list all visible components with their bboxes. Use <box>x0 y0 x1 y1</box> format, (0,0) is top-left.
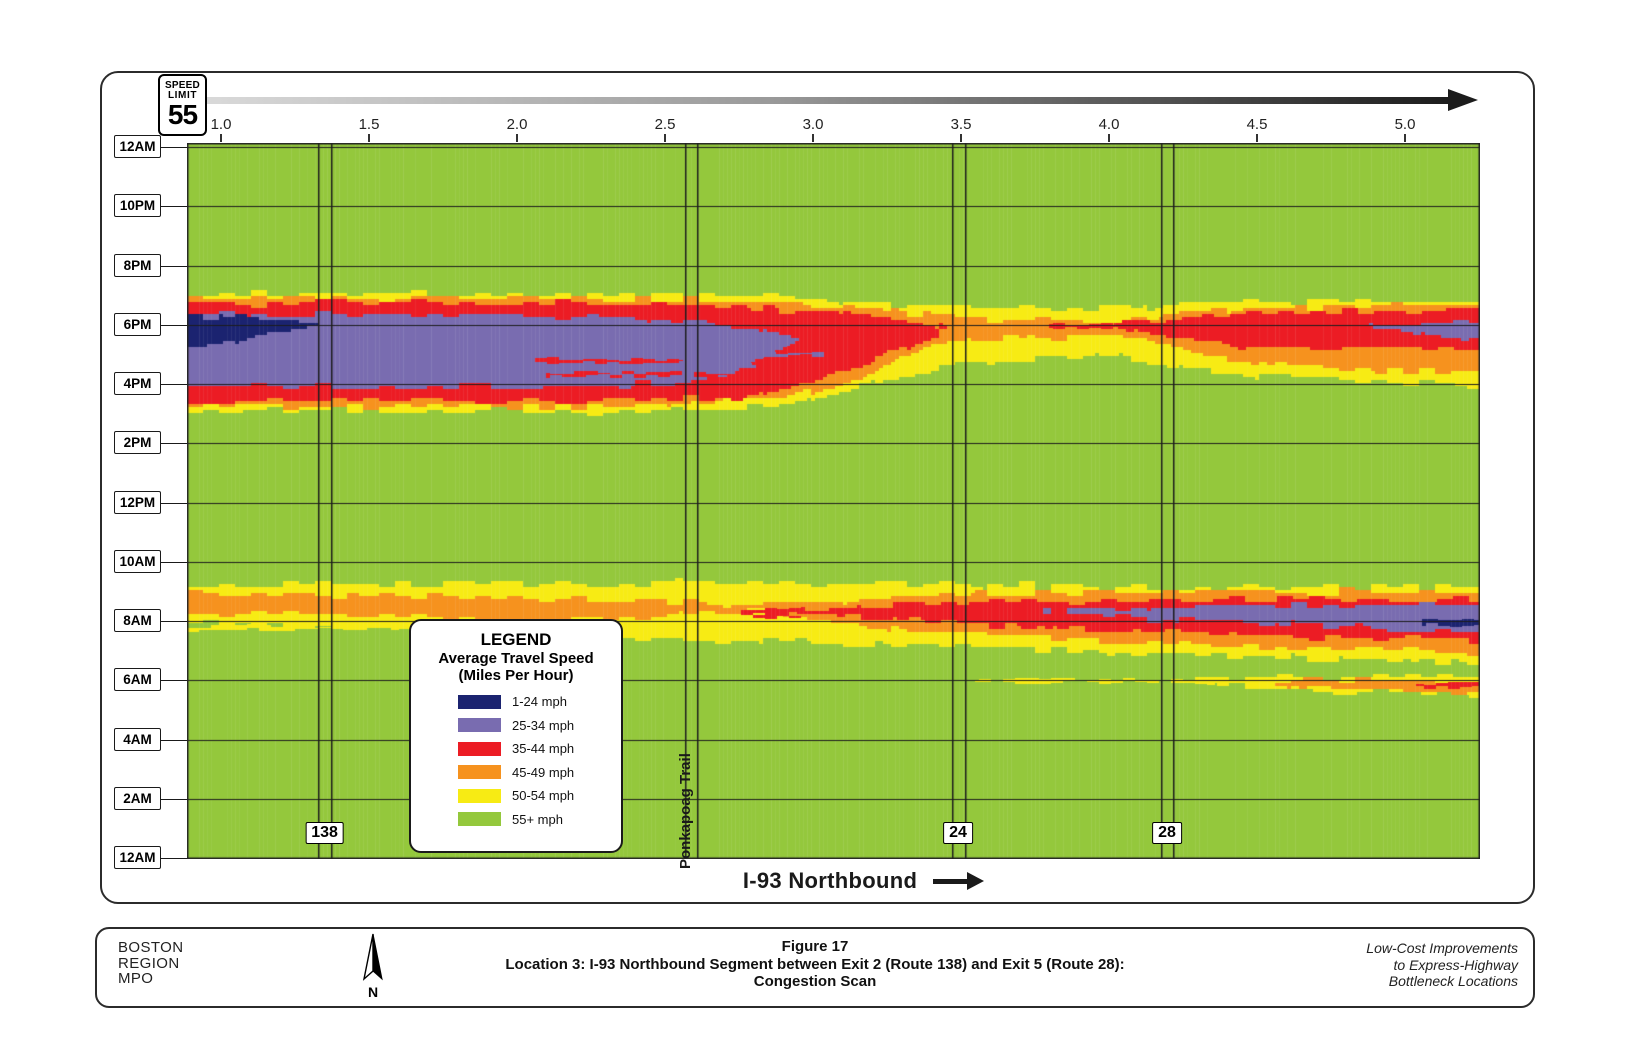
mile-tick-label-4.5: 4.5 <box>1246 116 1268 133</box>
legend-label: 55+ mph <box>512 811 563 827</box>
legend-swatch <box>458 718 501 732</box>
mile-tick-mark <box>516 134 518 142</box>
x-axis-title: I-93 Northbound <box>0 868 1632 894</box>
mile-tick-mark <box>960 134 962 142</box>
mile-tick-label-1.5: 1.5 <box>358 116 380 133</box>
time-gridline-connector <box>161 147 187 148</box>
legend-swatch <box>458 788 501 803</box>
mile-tick-label-2.5: 2.5 <box>654 116 676 133</box>
legend-entry: 35-44 mph <box>458 741 621 756</box>
time-gridline-connector <box>161 561 187 563</box>
legend-entry: 50-54 mph <box>458 788 621 803</box>
mile-tick-mark <box>664 134 666 142</box>
time-gridline-connector <box>161 265 187 267</box>
time-label-2pm-5: 2PM <box>114 431 161 455</box>
agency-name: BOSTON REGION MPO <box>118 939 184 987</box>
legend: LEGEND Average Travel Speed (Miles Per H… <box>409 619 623 853</box>
legend-swatch <box>458 812 501 826</box>
time-label-6pm-3: 6PM <box>114 312 161 336</box>
figure-caption: Figure 17 Location 3: I-93 Northbound Se… <box>400 938 1230 991</box>
time-gridline-connector <box>161 206 187 208</box>
north-label: N <box>367 984 379 1000</box>
figure-number: Figure 17 <box>781 938 849 955</box>
northbound-arrow-icon <box>933 878 968 884</box>
time-gridline-connector <box>161 443 187 445</box>
time-gridline-connector <box>161 858 187 859</box>
legend-label: 35-44 mph <box>512 741 575 756</box>
x-axis-title-text: I-93 Northbound <box>742 868 918 893</box>
mile-tick-mark <box>220 134 222 142</box>
figure-subtitle: Congestion Scan <box>753 973 877 990</box>
time-gridline-connector <box>161 324 187 326</box>
legend-subtitle-2: (Miles Per Hour) <box>458 667 574 684</box>
legend-entry: 25-34 mph <box>458 718 621 733</box>
route-marker-28: 28 <box>1152 822 1182 844</box>
time-label-6am-9: 6AM <box>114 668 161 692</box>
mile-tick-mark <box>1108 134 1110 142</box>
legend-entry: 45-49 mph <box>458 765 621 780</box>
mile-tick-mark <box>1404 134 1406 142</box>
legend-label: 1-24 mph <box>512 694 567 709</box>
legend-swatch <box>458 765 501 779</box>
time-label-12am-12: 12AM <box>114 846 161 869</box>
time-gridline-connector <box>161 798 187 800</box>
mile-tick-label-1.0: 1.0 <box>210 116 232 133</box>
mile-tick-mark <box>812 134 814 142</box>
mile-tick-mark <box>368 134 370 142</box>
speed-sign-word1: SPEED <box>165 80 200 91</box>
mile-tick-mark <box>1256 134 1258 142</box>
legend-entry: 1-24 mph <box>458 694 621 709</box>
time-label-2am-11: 2AM <box>114 786 161 810</box>
trail-marker-label: Ponkapoag Trail <box>677 753 695 869</box>
time-label-12pm-6: 12PM <box>114 490 161 514</box>
time-gridline-connector <box>161 621 187 622</box>
legend-label: 45-49 mph <box>512 764 575 780</box>
mile-tick-label-5.0: 5.0 <box>1394 116 1416 133</box>
speed-sign-word2: LIMIT <box>167 90 198 101</box>
time-gridline-connector <box>161 502 187 504</box>
congestion-scan-plot <box>187 143 1480 859</box>
speed-sign-value: 55 <box>167 99 198 130</box>
congestion-heatmap <box>187 143 1480 859</box>
legend-swatch <box>458 694 501 709</box>
legend-label: 50-54 mph <box>512 788 575 803</box>
legend-label: 25-34 mph <box>512 717 575 733</box>
direction-arrow-icon <box>1448 89 1478 111</box>
speed-limit-sign: SPEED LIMIT 55 <box>158 74 207 136</box>
caption-frame <box>95 927 1535 1008</box>
legend-title: LEGEND <box>480 630 552 649</box>
time-label-8pm-2: 8PM <box>114 253 161 277</box>
legend-swatch <box>458 741 501 756</box>
mile-tick-label-4.0: 4.0 <box>1098 116 1120 133</box>
legend-entry: 55+ mph <box>458 812 621 827</box>
time-label-4am-10: 4AM <box>114 727 161 751</box>
figure-location: Location 3: I-93 Northbound Segment betw… <box>505 955 1125 973</box>
time-label-4pm-4: 4PM <box>114 372 161 395</box>
time-gridline-connector <box>161 739 187 741</box>
direction-gradient-bar <box>207 97 1450 104</box>
north-arrow-icon: N <box>360 933 386 1000</box>
legend-subtitle-1: Average Travel Speed <box>438 650 594 667</box>
mile-tick-label-2.0: 2.0 <box>506 116 528 133</box>
route-marker-138: 138 <box>305 822 344 844</box>
mile-tick-label-3.0: 3.0 <box>802 116 824 133</box>
route-marker-24: 24 <box>943 822 973 844</box>
time-label-10am-7: 10AM <box>114 549 161 573</box>
mile-tick-label-3.5: 3.5 <box>950 116 972 133</box>
report-title: Low-Cost Improvements to Express-Highway… <box>1366 940 1518 989</box>
time-gridline-connector <box>161 384 187 385</box>
time-gridline-connector <box>161 680 187 682</box>
time-label-12am-0: 12AM <box>114 135 161 158</box>
time-label-10pm-1: 10PM <box>114 194 161 218</box>
time-label-8am-8: 8AM <box>114 609 161 632</box>
